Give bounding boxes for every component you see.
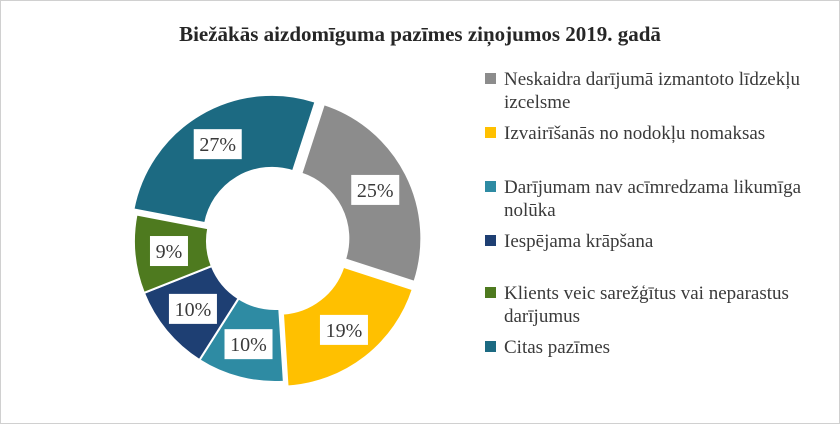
legend-item-1: Neskaidra darījumā izmantoto līdzekļu iz… [485,68,814,114]
data-label-box-1 [351,174,400,205]
legend-swatch-6 [485,341,496,352]
data-label-5: 9% [156,241,183,263]
data-label-box-3 [224,329,273,360]
legend-swatch-4 [485,235,496,246]
legend-swatch-3 [485,181,496,192]
data-label-3: 10% [230,334,267,356]
data-label-box-6 [193,129,242,160]
data-label-box-5 [149,236,188,267]
legend-swatch-1 [485,73,496,84]
data-label-box-4 [168,293,217,324]
legend-label-2: Izvairīšanās no nodokļu nomaksas [504,123,766,144]
legend-label-6: Citas pazīmes [504,337,611,358]
data-label-1: 25% [357,180,394,202]
data-label-4: 10% [175,299,212,321]
data-label-box-2 [319,314,368,345]
legend-item-3: Darījumam nav acīmredzama likumīga nolūk… [485,176,814,222]
legend-label-4: Iespējama krāpšana [504,231,654,252]
legend-swatch-2 [485,127,496,138]
chart-title: Biežākās aizdomīguma pazīmes ziņojumos 2… [179,22,661,46]
legend-label-3: Darījumam nav acīmredzama likumīga nolūk… [504,177,802,221]
legend-item-4: Iespējama krāpšana [485,230,814,253]
legend-label-1: Neskaidra darījumā izmantoto līdzekļu iz… [504,69,800,113]
legend-item-6: Citas pazīmes [485,336,814,359]
data-label-2: 19% [326,320,363,342]
legend-label-5: Klients veic sarežģītus vai neparastus d… [504,283,789,327]
legend-item-2: Izvairīšanās no nodokļu nomaksas [485,122,814,145]
data-label-6: 27% [199,134,236,156]
legend-swatch-5 [485,287,496,298]
legend-item-5: Klients veic sarežģītus vai neparastus d… [485,282,814,328]
